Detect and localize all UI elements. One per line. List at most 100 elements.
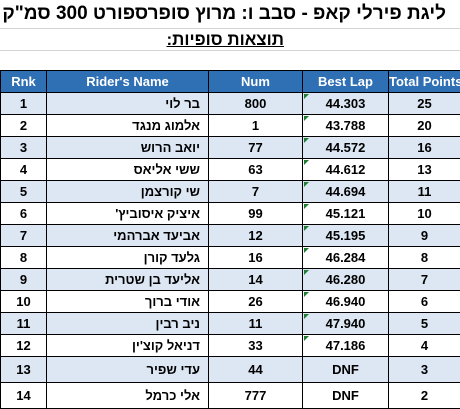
- rider-name-cell[interactable]: אלמוג מנגד: [47, 115, 209, 137]
- rider-name-cell[interactable]: בר לוי: [47, 93, 209, 115]
- points-cell[interactable]: 5: [389, 313, 460, 335]
- rank-cell-value: 10: [16, 294, 30, 309]
- rank-cell[interactable]: 3: [1, 137, 47, 159]
- rider-name-cell[interactable]: איציק איסוביץ': [47, 203, 209, 225]
- num-cell[interactable]: 777: [209, 383, 303, 409]
- num-cell[interactable]: 77: [209, 137, 303, 159]
- rank-cell[interactable]: 10: [1, 291, 47, 313]
- number-as-text-marker-icon: [304, 138, 309, 143]
- num-cell[interactable]: 12: [209, 225, 303, 247]
- best-lap-cell[interactable]: 45.121: [303, 203, 389, 225]
- num-cell[interactable]: 99: [209, 203, 303, 225]
- rider-name-cell[interactable]: ששי אליאס: [47, 159, 209, 181]
- points-cell[interactable]: 3: [389, 357, 460, 383]
- best-lap-cell[interactable]: 43.788: [303, 115, 389, 137]
- points-cell[interactable]: 9: [389, 225, 460, 247]
- best-lap-cell[interactable]: 46.280: [303, 269, 389, 291]
- best-lap-cell[interactable]: 47.940: [303, 313, 389, 335]
- points-cell[interactable]: 6: [389, 291, 460, 313]
- num-cell[interactable]: 44: [209, 357, 303, 383]
- num-cell[interactable]: 7: [209, 181, 303, 203]
- num-cell[interactable]: 33: [209, 335, 303, 357]
- num-cell[interactable]: 14: [209, 269, 303, 291]
- best-lap-cell[interactable]: DNF: [303, 383, 389, 409]
- header-num[interactable]: Num: [209, 71, 303, 93]
- rank-cell[interactable]: 13: [1, 357, 47, 383]
- rank-cell-value: 5: [20, 184, 27, 199]
- points-cell[interactable]: 11: [389, 181, 460, 203]
- best-lap-cell[interactable]: 46.940: [303, 291, 389, 313]
- best-lap-cell[interactable]: 46.284: [303, 247, 389, 269]
- num-cell[interactable]: 1: [209, 115, 303, 137]
- points-cell[interactable]: 8: [389, 247, 460, 269]
- rank-cell[interactable]: 8: [1, 247, 47, 269]
- header-total-points[interactable]: Total Points: [389, 71, 460, 93]
- rider-name-cell[interactable]: גלעד קורן: [47, 247, 209, 269]
- points-cell[interactable]: 2: [389, 383, 460, 409]
- rider-name-cell[interactable]: אביעד אברהמי: [47, 225, 209, 247]
- rank-cell-value: 1: [20, 96, 27, 111]
- best-lap-cell[interactable]: 44.694: [303, 181, 389, 203]
- points-cell[interactable]: 16: [389, 137, 460, 159]
- points-cell-value: 7: [421, 272, 428, 287]
- best-lap-cell-value: 45.195: [326, 228, 366, 243]
- points-cell-value: 6: [421, 294, 428, 309]
- rider-name-cell-value: ניב רבין: [156, 316, 200, 331]
- num-cell[interactable]: 63: [209, 159, 303, 181]
- points-cell[interactable]: 10: [389, 203, 460, 225]
- rider-name-cell[interactable]: עדי שפיר: [47, 357, 209, 383]
- points-cell[interactable]: 13: [389, 159, 460, 181]
- rank-cell[interactable]: 4: [1, 159, 47, 181]
- best-lap-cell[interactable]: 44.612: [303, 159, 389, 181]
- subtitle-row: תוצאות סופיות:: [0, 29, 460, 51]
- rider-name-cell[interactable]: ניב רבין: [47, 313, 209, 335]
- rank-cell[interactable]: 9: [1, 269, 47, 291]
- rank-cell-value: 3: [20, 140, 27, 155]
- rider-name-cell[interactable]: דניאל קוצ'ין: [47, 335, 209, 357]
- rank-cell[interactable]: 7: [1, 225, 47, 247]
- rider-name-cell[interactable]: אלי כרמל: [47, 383, 209, 409]
- num-cell[interactable]: 800: [209, 93, 303, 115]
- points-cell-value: 16: [417, 140, 431, 155]
- points-cell-value: 25: [417, 96, 431, 111]
- rider-name-cell-value: שי קורצמן: [141, 184, 200, 199]
- rider-name-cell[interactable]: אודי ברוך: [47, 291, 209, 313]
- num-cell[interactable]: 11: [209, 313, 303, 335]
- num-cell-value: 26: [248, 294, 262, 309]
- best-lap-cell[interactable]: 45.195: [303, 225, 389, 247]
- blank-row: [0, 51, 460, 71]
- points-cell[interactable]: 25: [389, 93, 460, 115]
- rank-cell[interactable]: 2: [1, 115, 47, 137]
- rank-cell[interactable]: 1: [1, 93, 47, 115]
- rider-name-cell-value: גלעד קורן: [144, 250, 200, 265]
- rider-name-cell[interactable]: שי קורצמן: [47, 181, 209, 203]
- num-cell[interactable]: 26: [209, 291, 303, 313]
- rider-name-cell[interactable]: אליעד בן שטרית: [47, 269, 209, 291]
- rank-cell[interactable]: 14: [1, 383, 47, 409]
- best-lap-cell[interactable]: DNF: [303, 357, 389, 383]
- points-cell[interactable]: 20: [389, 115, 460, 137]
- rank-cell[interactable]: 5: [1, 181, 47, 203]
- rider-name-cell[interactable]: יואב הרוש: [47, 137, 209, 159]
- best-lap-cell-value: 45.121: [326, 206, 366, 221]
- rank-cell[interactable]: 11: [1, 313, 47, 335]
- points-cell[interactable]: 7: [389, 269, 460, 291]
- best-lap-cell[interactable]: 44.303: [303, 93, 389, 115]
- best-lap-cell-value: 44.572: [326, 140, 366, 155]
- number-as-text-marker-icon: [304, 160, 309, 165]
- rank-cell[interactable]: 6: [1, 203, 47, 225]
- header-rank[interactable]: Rnk: [1, 71, 47, 93]
- best-lap-cell[interactable]: 47.186: [303, 335, 389, 357]
- points-cell[interactable]: 4: [389, 335, 460, 357]
- best-lap-cell[interactable]: 44.572: [303, 137, 389, 159]
- rank-cell-value: 8: [20, 250, 27, 265]
- header-best-lap[interactable]: Best Lap: [303, 71, 389, 93]
- rank-cell[interactable]: 12: [1, 335, 47, 357]
- header-rider-name[interactable]: Rider's Name: [47, 71, 209, 93]
- rank-cell-value: 13: [16, 362, 30, 377]
- num-cell[interactable]: 16: [209, 247, 303, 269]
